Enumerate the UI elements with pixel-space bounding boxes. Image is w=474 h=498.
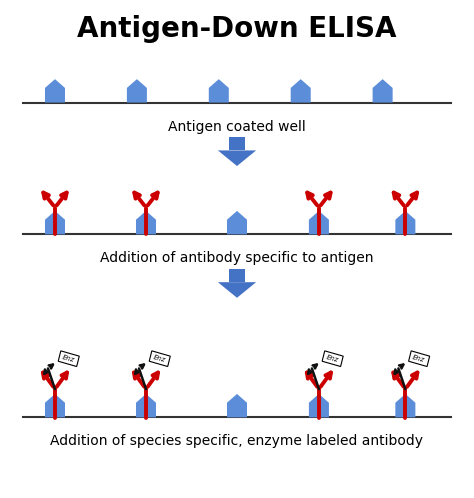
Polygon shape <box>45 394 65 417</box>
Text: Enz: Enz <box>412 354 426 363</box>
Polygon shape <box>209 79 229 103</box>
Polygon shape <box>218 282 256 298</box>
Text: Antigen coated well: Antigen coated well <box>168 120 306 133</box>
Polygon shape <box>149 351 170 367</box>
Polygon shape <box>136 211 156 235</box>
Polygon shape <box>229 268 245 282</box>
Text: Addition of species specific, enzyme labeled antibody: Addition of species specific, enzyme lab… <box>51 434 423 449</box>
Polygon shape <box>45 79 65 103</box>
Polygon shape <box>227 211 247 235</box>
Polygon shape <box>395 394 415 417</box>
Polygon shape <box>58 351 79 367</box>
Polygon shape <box>45 211 65 235</box>
Text: Addition of antibody specific to antigen: Addition of antibody specific to antigen <box>100 251 374 265</box>
Text: Enz: Enz <box>62 354 75 363</box>
Polygon shape <box>409 351 429 367</box>
Text: Enz: Enz <box>325 354 339 363</box>
Polygon shape <box>127 79 147 103</box>
Polygon shape <box>229 137 245 150</box>
Polygon shape <box>309 394 329 417</box>
Polygon shape <box>136 394 156 417</box>
Text: Antigen-Down ELISA: Antigen-Down ELISA <box>77 15 397 43</box>
Polygon shape <box>309 211 329 235</box>
Polygon shape <box>227 394 247 417</box>
Polygon shape <box>322 351 343 367</box>
Polygon shape <box>395 211 415 235</box>
Polygon shape <box>373 79 392 103</box>
Text: Enz: Enz <box>153 354 166 363</box>
Polygon shape <box>218 150 256 166</box>
Polygon shape <box>291 79 311 103</box>
